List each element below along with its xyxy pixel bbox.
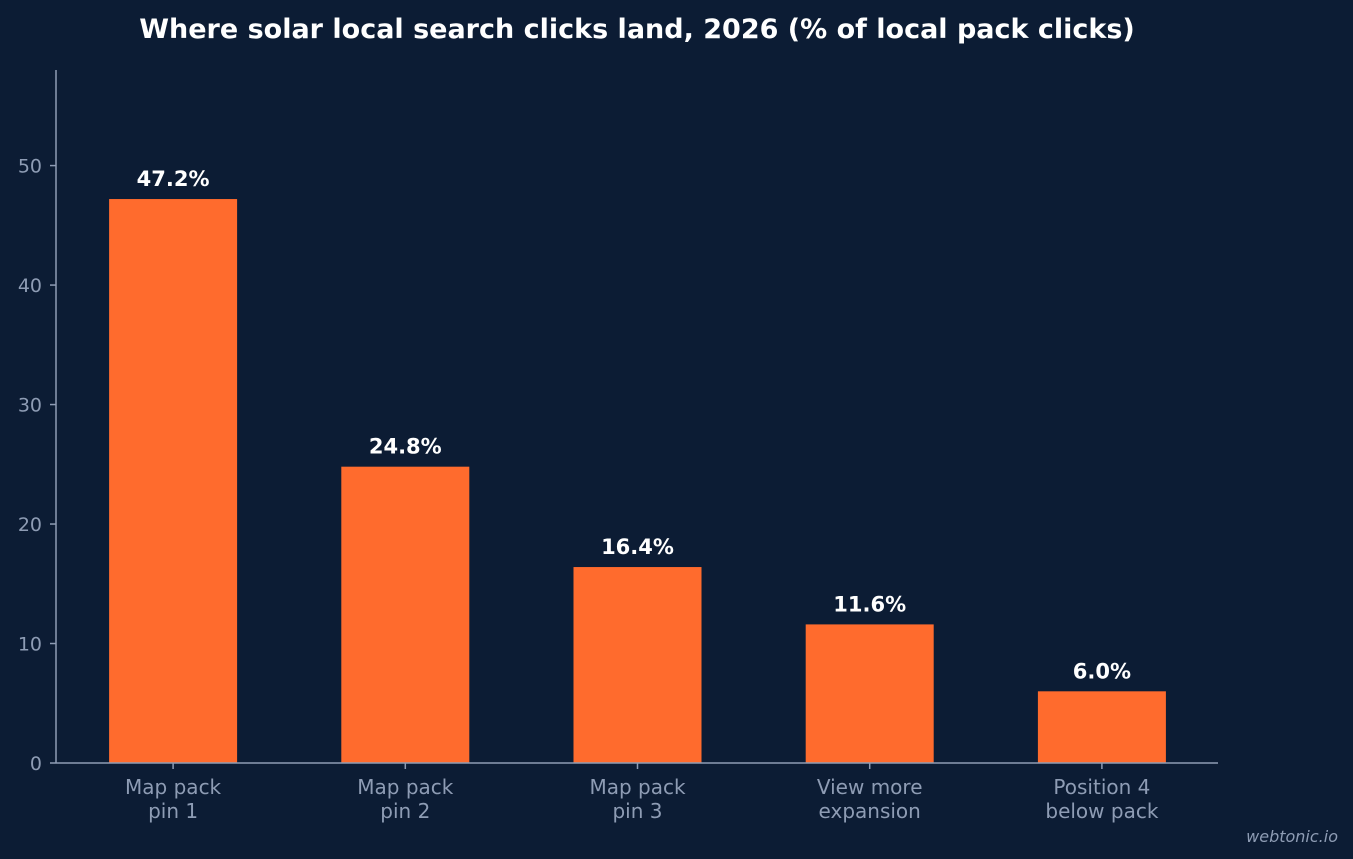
y-axis: 0 10 20 30 40 50 (18, 70, 57, 775)
value-label: 6.0% (1073, 659, 1131, 683)
bar (109, 199, 238, 763)
x-tick-label: pin 3 (612, 799, 662, 823)
x-tick-label: Position 4 (1053, 775, 1150, 799)
x-tick-label: expansion (819, 799, 921, 823)
bar (573, 567, 702, 763)
y-tick-label: 20 (18, 514, 42, 536)
value-label: 47.2% (137, 167, 210, 191)
x-tick-label: pin 1 (148, 799, 198, 823)
x-tick-label: Map pack (125, 775, 222, 799)
y-tick-label: 30 (18, 395, 42, 417)
x-tick-label: below pack (1045, 799, 1158, 823)
x-tick-label: Map pack (357, 775, 454, 799)
x-tick-label: Map pack (589, 775, 686, 799)
value-label: 11.6% (833, 592, 906, 616)
chart-title: Where solar local search clicks land, 20… (139, 14, 1135, 45)
value-labels: 47.2% 24.8% 16.4% 11.6% 6.0% (137, 167, 1131, 683)
value-label: 16.4% (601, 535, 674, 559)
bar (1037, 691, 1166, 763)
watermark: webtonic.io (1246, 827, 1338, 846)
y-tick-label: 50 (18, 156, 42, 178)
x-tick-label: View more (817, 775, 923, 799)
y-tick-label: 10 (18, 634, 42, 656)
value-label: 24.8% (369, 435, 442, 459)
bar (341, 466, 470, 763)
bars (109, 199, 1166, 763)
y-tick-label: 0 (30, 753, 42, 775)
bar (805, 624, 934, 763)
x-tick-label: pin 2 (380, 799, 430, 823)
y-tick-label: 40 (18, 275, 42, 297)
